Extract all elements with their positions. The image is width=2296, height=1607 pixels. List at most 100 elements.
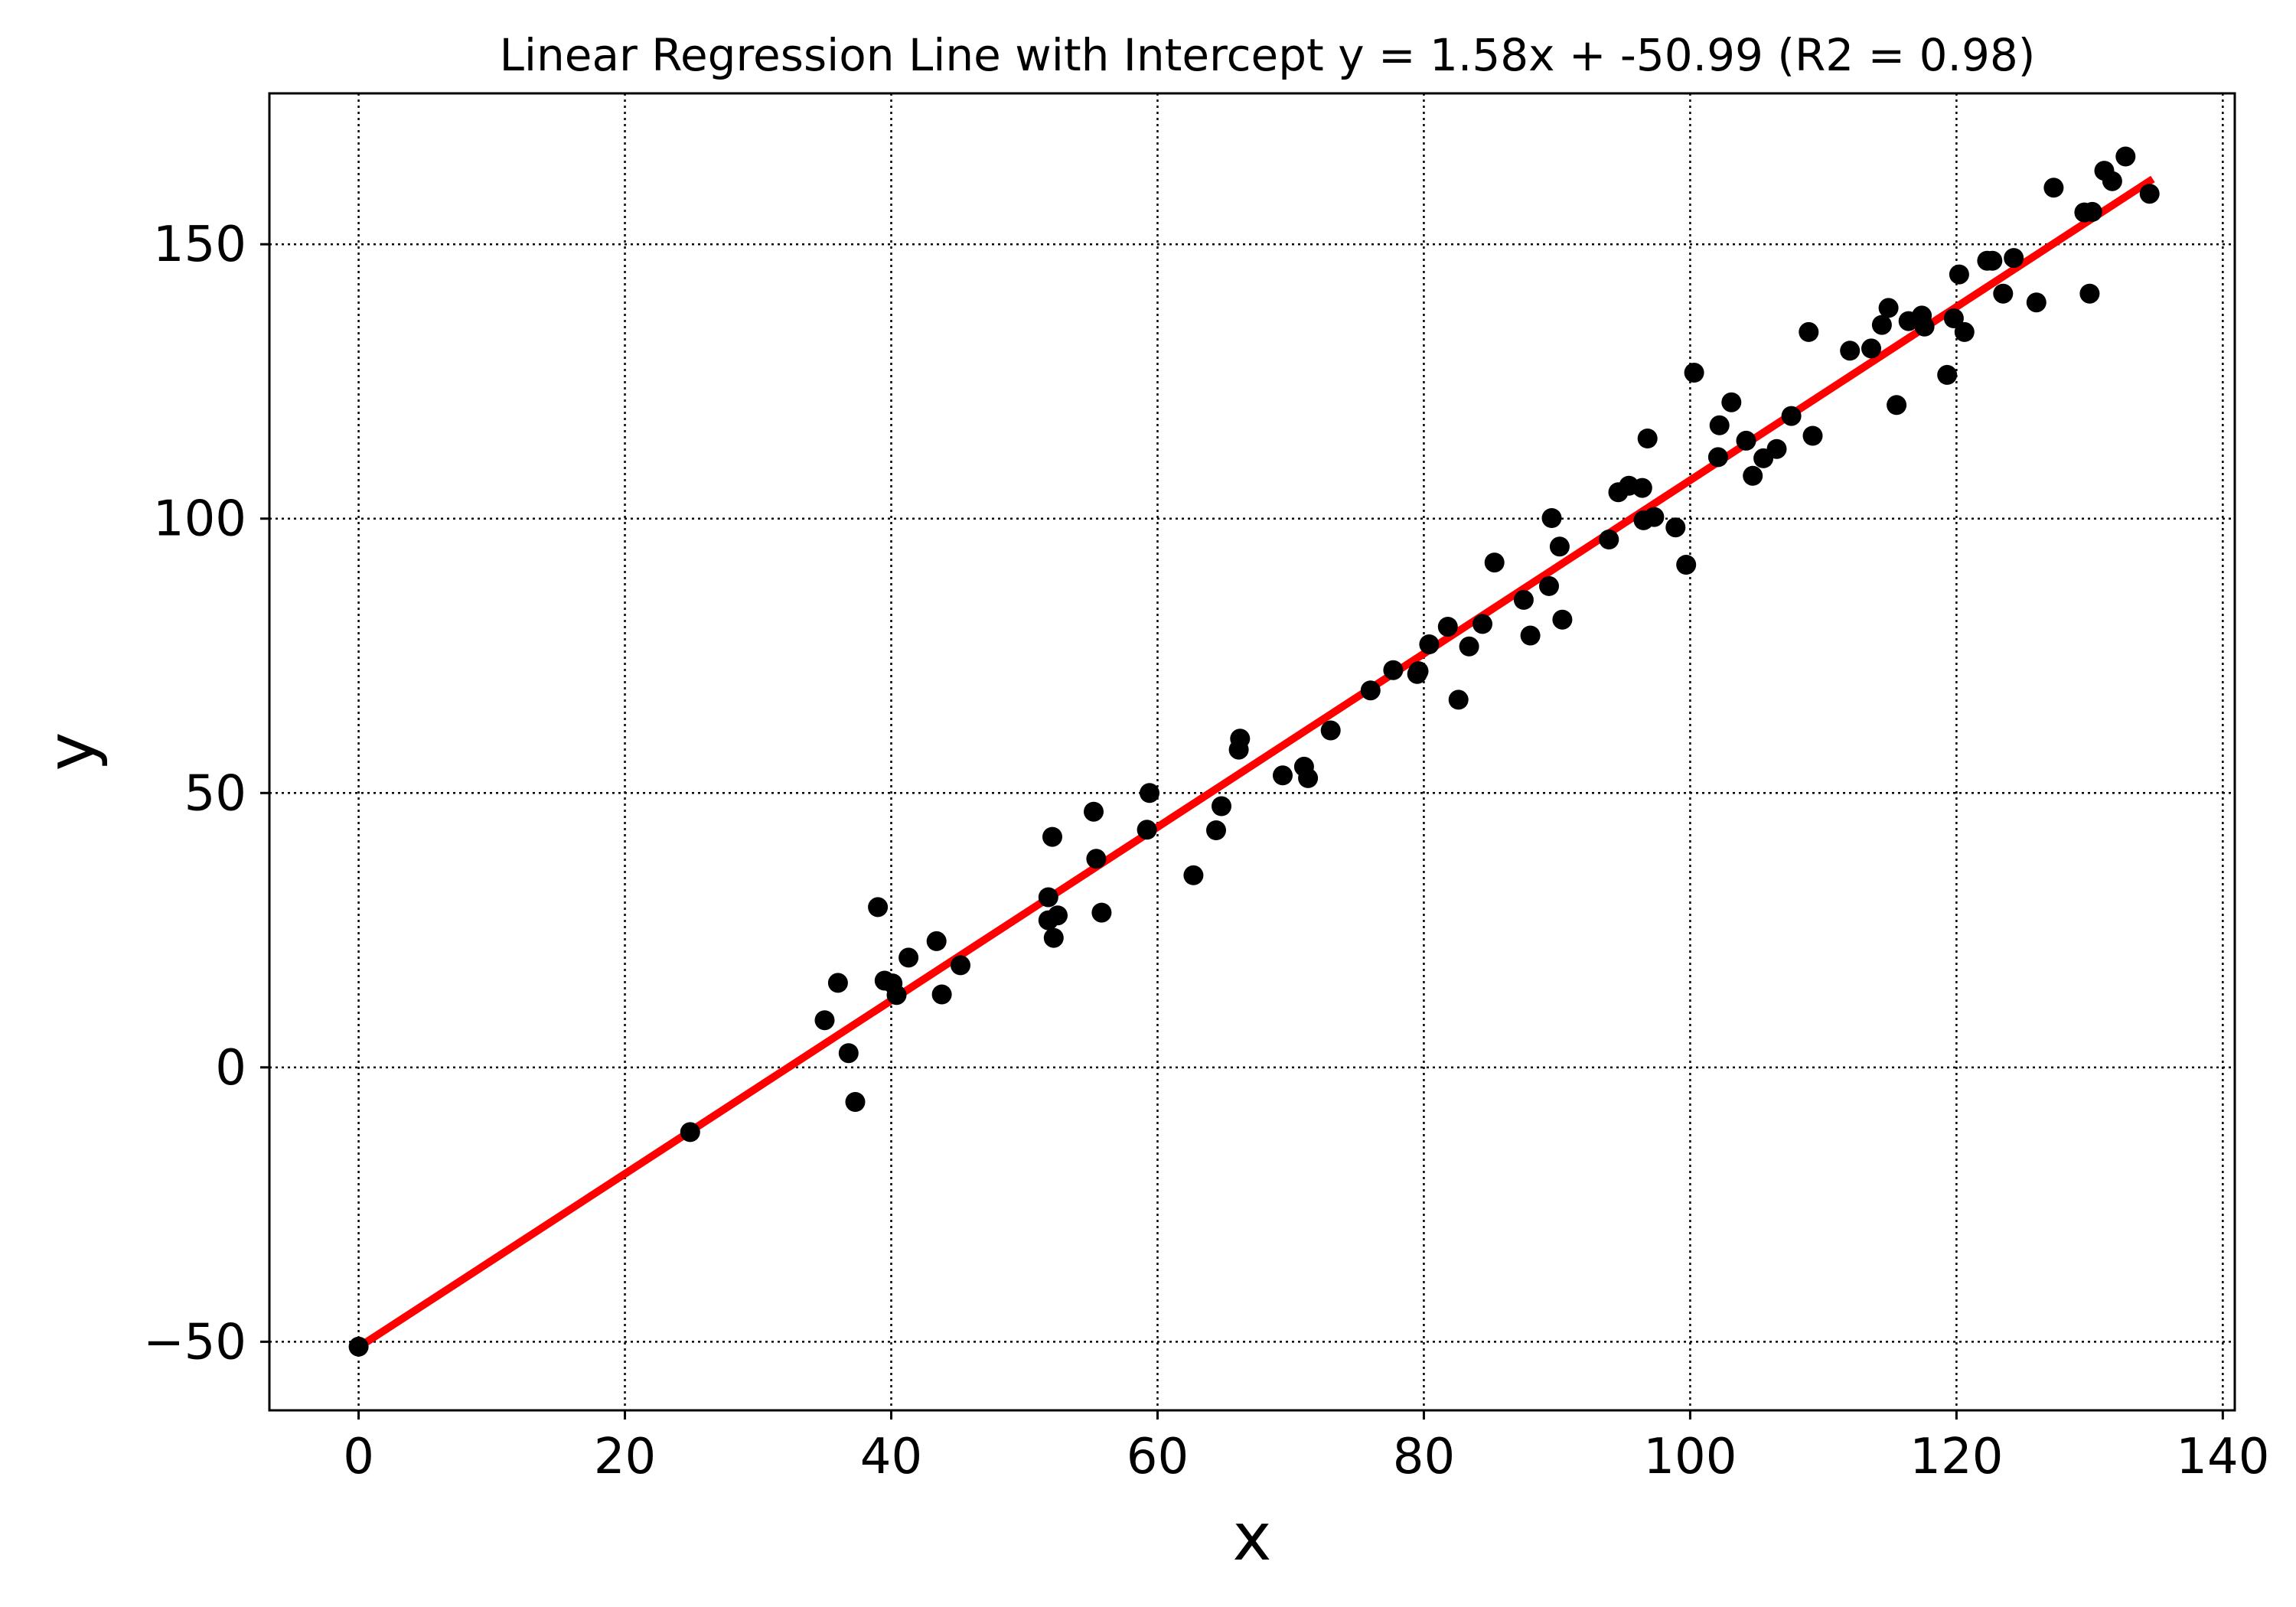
data-point bbox=[1943, 308, 1964, 328]
data-point bbox=[1137, 820, 1157, 840]
data-point bbox=[2079, 283, 2100, 304]
data-point bbox=[680, 1122, 700, 1143]
data-point bbox=[1408, 661, 1429, 682]
data-point bbox=[1665, 517, 1686, 538]
data-point bbox=[1520, 625, 1541, 646]
data-point bbox=[1043, 927, 1064, 948]
data-point bbox=[931, 984, 952, 1005]
regression-line-layer bbox=[353, 175, 2155, 1353]
data-point bbox=[1861, 338, 1881, 359]
data-points bbox=[348, 146, 2160, 1357]
x-axis: 0 20 40 60 80 100 120 140 bbox=[343, 1410, 2269, 1485]
data-point bbox=[1887, 395, 1907, 416]
data-point bbox=[1766, 438, 1787, 459]
data-point bbox=[838, 1043, 859, 1064]
x-tick-label: 120 bbox=[1910, 1429, 2003, 1485]
y-tick-label: −50 bbox=[143, 1314, 246, 1371]
data-point bbox=[886, 985, 907, 1006]
x-tick-label: 80 bbox=[1393, 1429, 1455, 1485]
data-point bbox=[2082, 201, 2102, 222]
data-point bbox=[1993, 283, 2014, 304]
data-point bbox=[1038, 887, 1058, 908]
data-point bbox=[348, 1336, 369, 1357]
data-point bbox=[2004, 248, 2024, 269]
data-point bbox=[2043, 178, 2064, 198]
data-point bbox=[926, 931, 947, 951]
data-point bbox=[1212, 796, 1231, 817]
data-point bbox=[1954, 321, 1975, 342]
x-tick-label: 20 bbox=[594, 1429, 656, 1485]
data-point bbox=[1949, 264, 1969, 285]
data-point bbox=[1383, 660, 1404, 680]
data-point bbox=[1736, 430, 1756, 451]
data-point bbox=[1599, 530, 1619, 549]
data-point bbox=[1871, 315, 1892, 335]
data-point bbox=[814, 1010, 835, 1031]
data-point bbox=[1086, 849, 1107, 869]
data-point bbox=[1721, 392, 1742, 412]
data-point bbox=[1644, 507, 1665, 527]
y-axis-label: y bbox=[33, 732, 109, 771]
data-point bbox=[1539, 575, 1559, 596]
y-tick-label: 0 bbox=[215, 1040, 246, 1097]
data-point bbox=[1802, 425, 1823, 446]
data-point bbox=[1320, 720, 1341, 741]
data-point bbox=[1448, 689, 1469, 710]
data-point bbox=[1937, 364, 1958, 385]
data-point bbox=[1484, 553, 1505, 573]
data-point bbox=[1743, 465, 1763, 486]
data-point bbox=[2139, 184, 2160, 204]
data-point bbox=[2102, 171, 2122, 191]
data-point bbox=[1914, 316, 1935, 337]
data-point bbox=[1298, 768, 1319, 788]
data-point bbox=[2115, 146, 2136, 167]
data-point bbox=[1878, 298, 1899, 318]
data-point bbox=[951, 955, 970, 976]
data-point bbox=[845, 1092, 866, 1112]
data-point bbox=[1206, 820, 1226, 840]
data-point bbox=[1459, 636, 1479, 657]
data-point bbox=[1437, 617, 1458, 637]
chart-title: Linear Regression Line with Intercept y … bbox=[500, 29, 2036, 81]
data-point bbox=[1840, 341, 1861, 361]
regression-line bbox=[353, 175, 2155, 1353]
y-tick-label: 50 bbox=[184, 765, 246, 822]
data-point bbox=[1230, 729, 1251, 749]
data-point bbox=[1709, 415, 1730, 435]
data-point bbox=[1360, 680, 1381, 701]
data-point bbox=[1048, 905, 1068, 926]
data-point bbox=[1684, 363, 1704, 383]
data-point bbox=[1140, 783, 1159, 804]
data-point bbox=[1183, 865, 1204, 885]
data-point bbox=[2026, 292, 2047, 313]
data-point bbox=[1549, 536, 1570, 557]
x-tick-label: 100 bbox=[1643, 1429, 1737, 1485]
data-point bbox=[1632, 478, 1652, 498]
x-axis-label: x bbox=[1233, 1499, 1272, 1576]
data-point bbox=[1473, 614, 1492, 634]
data-point bbox=[868, 897, 889, 918]
data-point bbox=[1676, 555, 1697, 575]
data-point bbox=[899, 947, 919, 968]
data-point bbox=[1513, 589, 1534, 610]
y-axis: −50 0 50 100 150 bbox=[143, 217, 269, 1371]
y-tick-label: 100 bbox=[153, 491, 246, 548]
data-point bbox=[1799, 321, 1819, 342]
data-point bbox=[1637, 429, 1658, 448]
data-point bbox=[1419, 634, 1440, 654]
data-point bbox=[1541, 508, 1562, 528]
y-tick-label: 150 bbox=[153, 217, 246, 273]
data-point bbox=[1084, 801, 1104, 822]
x-tick-label: 60 bbox=[1127, 1429, 1189, 1485]
data-point bbox=[1982, 250, 2003, 271]
data-point bbox=[1707, 447, 1728, 468]
plot-frame bbox=[268, 92, 2236, 1412]
grid bbox=[269, 93, 2235, 1410]
x-tick-label: 40 bbox=[860, 1429, 922, 1485]
data-point bbox=[1042, 826, 1062, 847]
data-point bbox=[1273, 765, 1293, 786]
x-tick-label: 140 bbox=[2176, 1429, 2269, 1485]
x-tick-label: 0 bbox=[343, 1429, 374, 1485]
data-point bbox=[1781, 406, 1802, 426]
